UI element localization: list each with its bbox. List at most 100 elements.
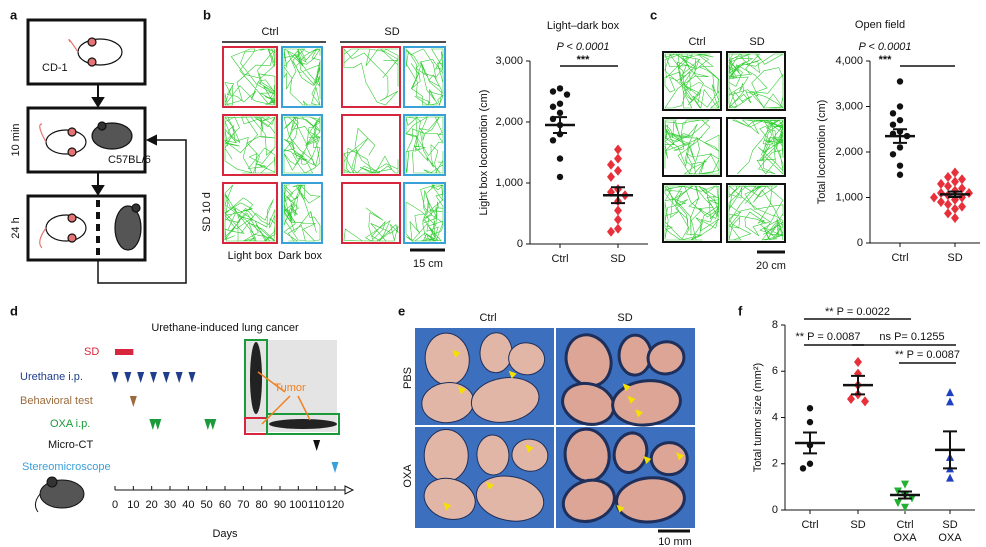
trajectory <box>224 184 276 242</box>
event-marker <box>111 372 119 383</box>
arena <box>341 114 401 176</box>
arena <box>341 182 401 244</box>
error-bar <box>893 128 907 144</box>
scale-label: 20 cm <box>756 260 786 272</box>
row-label: PBS <box>402 367 414 389</box>
y-axis-label: Light box locomotion (cm) <box>478 90 490 216</box>
trajectory <box>728 185 784 241</box>
x-tick-label: SD <box>947 252 963 264</box>
data-point <box>901 503 909 512</box>
x-tick-label: 60 <box>219 499 231 511</box>
panel-label: a <box>10 7 18 22</box>
arena <box>222 46 278 108</box>
event-marker <box>154 419 162 430</box>
column-label: Ctrl <box>479 312 496 324</box>
y-tick-label: 4 <box>772 411 778 423</box>
arena <box>662 117 722 177</box>
data-point <box>556 100 564 107</box>
x-tick-label: 10 <box>127 499 139 511</box>
data-point <box>901 480 909 489</box>
arena <box>726 51 786 111</box>
data-point <box>896 78 904 85</box>
y-tick-label: 3,000 <box>495 55 523 67</box>
x-tick-label: 70 <box>237 499 249 511</box>
data-point <box>896 103 904 110</box>
data-point <box>896 116 904 124</box>
x-tick-label: 80 <box>256 499 268 511</box>
lung-lobe <box>611 379 682 427</box>
arena <box>281 46 323 108</box>
event-marker <box>124 372 132 383</box>
event-marker <box>149 419 157 430</box>
error-bar <box>851 374 865 396</box>
time-label: 10 min <box>10 123 22 156</box>
arena <box>726 117 786 177</box>
data-point <box>614 153 622 164</box>
event-label: Stereomicroscope <box>22 461 111 473</box>
error-bar <box>803 431 817 455</box>
y-tick-label: 0 <box>517 238 523 250</box>
trajectory <box>664 185 720 241</box>
y-tick-label: 4,000 <box>835 55 863 67</box>
arena <box>341 46 401 108</box>
data-point <box>549 137 557 144</box>
data-point <box>937 187 945 198</box>
x-tick-label: Ctrl <box>891 252 909 264</box>
data-point <box>556 109 564 117</box>
tumor-arrow <box>457 386 466 395</box>
chart-title: Open field <box>855 19 905 31</box>
lung-lobe <box>508 342 546 376</box>
scale-label: 10 mm <box>658 536 692 547</box>
trajectory <box>224 48 276 107</box>
mouse-icons <box>39 37 142 251</box>
data-point <box>944 181 952 192</box>
lung-lobe <box>470 377 540 423</box>
data-point <box>889 151 897 158</box>
arena <box>222 182 278 244</box>
x-tick-label: Ctrl <box>551 253 569 265</box>
x-axis-label: Days <box>212 528 238 540</box>
event-label: OXA i.p. <box>50 418 90 430</box>
y-tick-label: 1,000 <box>495 177 523 189</box>
trajectory <box>343 127 399 174</box>
column-label: SD <box>617 312 632 324</box>
trajectory <box>405 116 444 174</box>
significance: *** <box>577 54 591 66</box>
x-tick-label: 110 <box>308 499 326 511</box>
arena <box>403 114 446 176</box>
y-tick-label: 2,000 <box>495 116 523 128</box>
box-label: Dark box <box>278 250 323 262</box>
data-point <box>614 205 622 216</box>
data-point <box>847 394 855 404</box>
cage-boxes <box>26 18 147 262</box>
x-tick-label: 100 <box>289 499 307 511</box>
arena <box>403 182 446 244</box>
lung-lobe <box>423 477 476 520</box>
x-tick-label: Ctrl OXA <box>893 519 917 544</box>
group-label: Ctrl <box>688 36 705 48</box>
error-bar <box>943 430 957 470</box>
y-tick-label: 2,000 <box>835 146 863 158</box>
event-marker <box>129 396 137 407</box>
event-marker <box>137 372 145 383</box>
trajectory <box>343 48 399 106</box>
lung-lobe <box>511 438 549 472</box>
x-tick-label: 30 <box>164 499 176 511</box>
tumor-arrow <box>486 481 495 490</box>
trajectory <box>405 48 444 107</box>
event-label: Behavioral test <box>20 395 93 407</box>
data-point <box>896 171 904 178</box>
y-axis-label: Total tumor size (mm²) <box>752 363 764 472</box>
x-tick-label: 40 <box>182 499 194 511</box>
arrows <box>91 84 187 284</box>
p-value: ns P= 0.1255 <box>879 331 944 343</box>
tumor-arrow <box>622 383 631 392</box>
data-point <box>806 405 814 412</box>
data-point <box>607 226 615 237</box>
tumor-arrow <box>452 349 461 358</box>
data-point <box>944 172 952 183</box>
lung-lobe <box>617 333 653 377</box>
data-point <box>549 88 557 95</box>
loop-label: SD 10 d <box>201 192 213 232</box>
tumor-arrow <box>525 444 534 453</box>
